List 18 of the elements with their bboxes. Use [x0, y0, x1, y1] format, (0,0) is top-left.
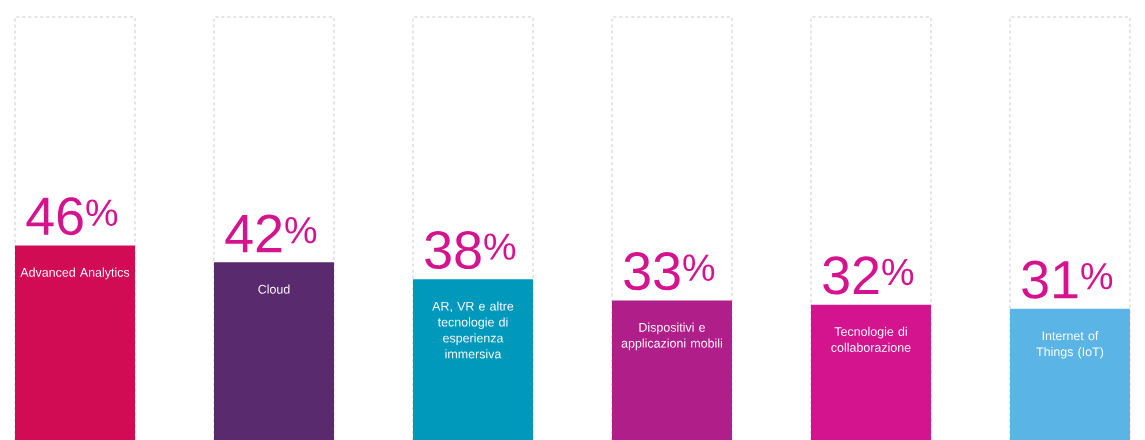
- x-tick-label: Cloud: [258, 284, 290, 294]
- bar: [15, 245, 135, 440]
- bar: [213, 262, 334, 440]
- data-label: 42$^{%}$: [225, 214, 317, 252]
- data-label: 38$^{%}$: [425, 230, 516, 269]
- bar: [810, 304, 931, 440]
- data-label: 31$^{%}$: [1022, 260, 1113, 299]
- x-tick-label: Advanced Analytics: [20, 267, 130, 280]
- bar: [611, 300, 732, 440]
- x-tick-label: Internet of Things (IoT): [1036, 330, 1104, 359]
- data-label: 46$^{%}$: [26, 196, 118, 236]
- bar: [1009, 308, 1130, 440]
- data-label: 33$^{%}$: [624, 251, 715, 291]
- x-tick-label: AR, VR e altre tecnologie di esperienza immersiva: [432, 301, 514, 359]
- x-tick-label: Tecnologie di collaborazione: [831, 326, 911, 352]
- x-tick-label: Dispositivi e applicazioni mobili: [621, 322, 722, 351]
- data-label: 32$^{%}$: [823, 256, 914, 295]
- bar: [412, 279, 533, 440]
